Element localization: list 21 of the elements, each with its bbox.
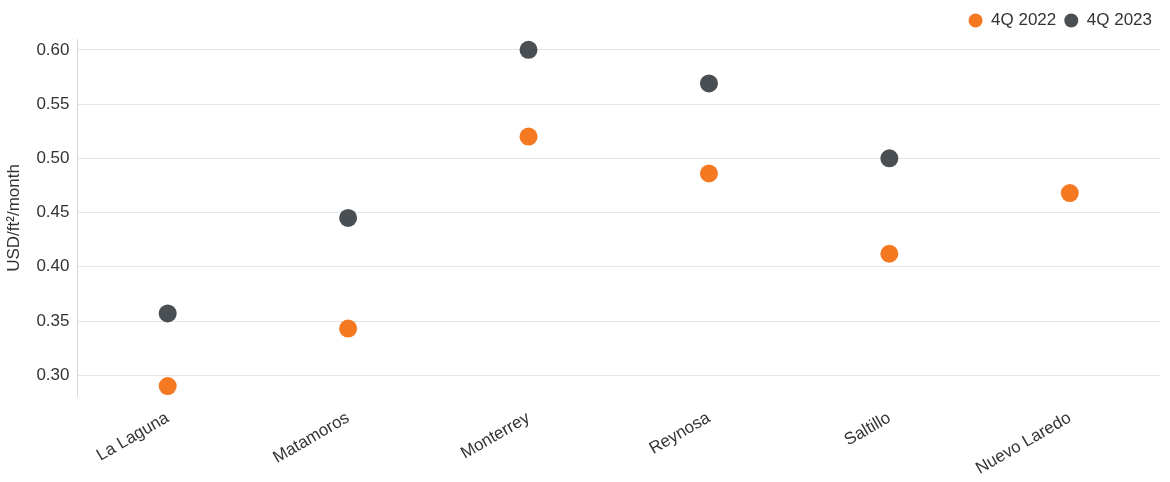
point — [699, 74, 718, 93]
y-tick-label: 0.50 — [36, 148, 70, 167]
point — [339, 319, 358, 338]
legend-label: 4Q 2022 — [991, 10, 1057, 30]
legend-label: 4Q 2023 — [1086, 10, 1153, 30]
y-tick-label: 0.45 — [36, 202, 70, 222]
point — [158, 304, 177, 323]
point — [699, 164, 718, 183]
y-tick-label: 0.35 — [36, 310, 70, 330]
point — [519, 40, 538, 59]
y-tick-label: 0.55 — [36, 93, 70, 113]
point — [1060, 184, 1079, 203]
y-axis-title: USD/ft²/month — [3, 164, 23, 272]
point — [339, 208, 358, 227]
y-tick-label: 0.60 — [36, 39, 70, 59]
point — [519, 127, 538, 146]
point — [880, 244, 899, 263]
point — [880, 149, 899, 168]
point — [158, 377, 177, 396]
y-tick-label: 0.30 — [36, 364, 70, 384]
y-tick-label: 0.40 — [36, 256, 70, 276]
